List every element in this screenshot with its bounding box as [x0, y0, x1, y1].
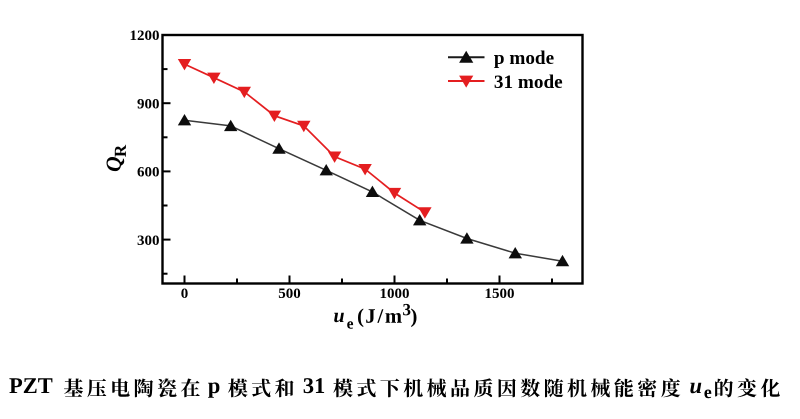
svg-text:500: 500: [278, 286, 301, 302]
svg-text:300: 300: [137, 233, 160, 249]
svg-text:600: 600: [137, 165, 160, 181]
svg-text:1200: 1200: [130, 28, 160, 44]
svg-text:1000: 1000: [380, 286, 410, 302]
svg-text:900: 900: [137, 96, 160, 112]
svg-text:p mode: p mode: [494, 48, 555, 69]
svg-text:0: 0: [181, 286, 189, 302]
svg-text:1500: 1500: [485, 286, 515, 302]
svg-text:31 mode: 31 mode: [494, 72, 563, 93]
